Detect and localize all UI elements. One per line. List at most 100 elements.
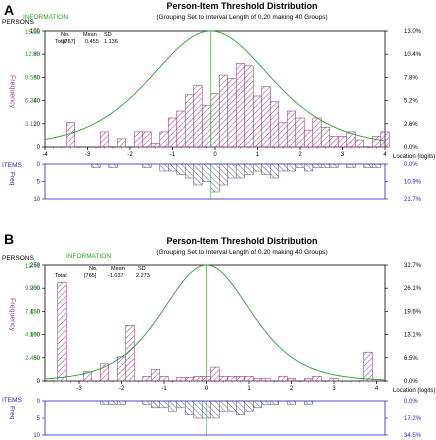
person-bar — [99, 131, 110, 148]
persons-tick-label: 150 — [30, 309, 41, 315]
information-tick-label: 2.48 — [25, 356, 37, 362]
x-tick-label: 0 — [205, 386, 209, 392]
person-bar — [99, 363, 110, 382]
person-bar — [116, 138, 127, 148]
pct-tick-label: 26.1% — [404, 286, 422, 292]
item-bar — [219, 163, 228, 186]
item-bar — [312, 163, 322, 168]
item-bar — [261, 163, 271, 175]
person-bar — [193, 376, 203, 382]
location-label: Location (logits) — [393, 154, 435, 160]
stats-total-label: Total — [55, 39, 67, 45]
stats-total-count: [765] — [84, 273, 97, 279]
stats-total-count: [767] — [63, 39, 76, 45]
information-tick-label: 7.45 — [25, 309, 37, 315]
items-tick-label: 0 — [37, 399, 41, 405]
person-bar — [150, 369, 161, 382]
person-bar — [167, 117, 178, 148]
stats-total-mean: 0.455 — [85, 39, 99, 45]
item-bar — [244, 163, 254, 175]
pct-tick-label: 2.6% — [404, 122, 418, 128]
person-bar — [252, 378, 263, 382]
item-bar — [108, 163, 118, 168]
x-tick-label: -3 — [85, 152, 91, 158]
person-bar — [176, 376, 186, 382]
stats-total-mean: -1.037 — [108, 273, 124, 279]
person-bar — [303, 130, 314, 148]
person-bar — [227, 78, 237, 148]
person-bar — [176, 110, 186, 148]
item-bar — [253, 400, 262, 409]
persons-axis-title: PERSONS — [2, 19, 34, 26]
stats-header-no: No. — [61, 32, 70, 38]
person-bar — [218, 376, 229, 382]
information-curve — [44, 30, 386, 142]
items-tick-label: 0 — [37, 162, 41, 168]
item-bar — [193, 163, 203, 186]
location-label: Location (logits) — [393, 388, 435, 394]
item-bar — [321, 163, 330, 168]
plot-frame — [44, 264, 386, 382]
item-bar — [287, 400, 296, 405]
person-bar — [133, 131, 144, 148]
person-bar — [142, 376, 152, 382]
item-bar — [227, 400, 237, 412]
panel-b: B Person-Item Threshold Distribution (Gr… — [2, 231, 435, 439]
x-tick-label: 3 — [341, 152, 345, 158]
x-tick-label: 1 — [256, 152, 260, 158]
stats-table: No. Mean SD Total [765] -1.037 2.273 — [55, 266, 150, 279]
person-bar — [125, 325, 135, 382]
item-bar — [159, 163, 169, 172]
pct-tick-label: 5.2% — [404, 99, 418, 105]
x-tick-label: 4 — [375, 386, 379, 392]
chart-subtitle: (Grouping Set to Interval Length of 0.20… — [156, 249, 327, 256]
information-tick-label: 12.66 — [25, 52, 41, 58]
items-label: ITEMS — [2, 397, 23, 404]
person-bar — [363, 351, 373, 382]
item-bar — [304, 163, 313, 172]
frequency-label: Frequency — [9, 298, 16, 332]
item-bar — [193, 400, 203, 419]
item-bar — [295, 163, 305, 168]
person-bar — [312, 117, 322, 148]
person-bar — [235, 376, 246, 382]
items-tick-label: 10 — [33, 197, 40, 203]
plot-a: 02040608010015.8312.669.506.333.1713.0%1… — [25, 29, 422, 203]
stats-total-label: Total — [55, 273, 67, 279]
persons-tick-label: 100 — [30, 333, 41, 339]
person-bar — [312, 376, 322, 382]
item-bar — [142, 400, 152, 405]
person-bar — [269, 101, 280, 148]
person-bar — [150, 143, 161, 148]
person-bar — [261, 378, 271, 382]
chart-subtitle: (Grouping Set to Interval Length of 0.20… — [156, 14, 327, 21]
pct-tick-label: 10.4% — [404, 52, 422, 58]
x-tick-label: -1 — [161, 386, 167, 392]
person-bar — [261, 86, 271, 148]
item-bar — [236, 163, 245, 179]
chart-title: Person-Item Threshold Distribution — [166, 236, 317, 246]
information-tick-label: 4.96 — [25, 333, 37, 339]
item-bar — [159, 400, 169, 409]
persons-axis-title: PERSONS — [2, 255, 34, 262]
person-bar — [286, 378, 297, 382]
person-bar — [116, 356, 127, 382]
item-bar — [91, 163, 101, 168]
stats-table: No. Mean SD Total — [55, 32, 112, 45]
person-bar — [346, 131, 356, 148]
person-bar — [278, 376, 288, 382]
person-bar — [252, 95, 263, 148]
items-pct-tick-label: 21.7% — [404, 197, 422, 203]
x-tick-label: -1 — [170, 152, 176, 158]
persons-tick-label: 250 — [30, 263, 41, 269]
items-freq-label: Freq — [9, 406, 16, 420]
information-label: INFORMATION — [66, 253, 111, 260]
item-bar — [227, 163, 237, 179]
person-bar — [82, 371, 93, 382]
person-bar — [371, 136, 382, 148]
information-tick-label: 6.33 — [25, 99, 37, 105]
x-tick-label: 4 — [383, 152, 387, 158]
item-bar — [270, 163, 279, 179]
x-tick-label: -2 — [119, 386, 125, 392]
x-tick-label: -2 — [127, 152, 133, 158]
